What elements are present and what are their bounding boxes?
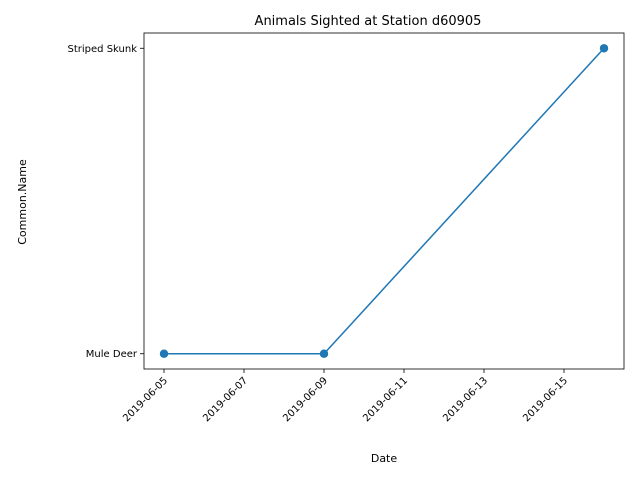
y-axis-label: Common.Name [16, 159, 29, 245]
x-tick-label: 2019-06-15 [521, 375, 570, 424]
y-tick-label: Striped Skunk [68, 44, 138, 55]
data-point [159, 349, 169, 358]
series-line [164, 47, 605, 355]
data-point [319, 349, 329, 358]
x-tick-label: 2019-06-05 [121, 375, 170, 424]
data-point [599, 44, 609, 53]
x-tick-label: 2019-06-13 [441, 375, 490, 424]
plot-area: 2019-06-05 2019-06-07 2019-06-09 2019-06-11… [68, 32, 625, 424]
chart-title: Animals Sighted at Station d60905 [255, 14, 482, 29]
axes-frame [143, 32, 625, 370]
x-tick-label: 2019-06-11 [361, 375, 410, 424]
x-axis-label: Date [371, 452, 398, 465]
x-tick-label: 2019-06-09 [281, 375, 330, 424]
x-tick-label: 2019-06-07 [201, 375, 250, 424]
y-tick-label: Mule Deer [86, 349, 138, 360]
